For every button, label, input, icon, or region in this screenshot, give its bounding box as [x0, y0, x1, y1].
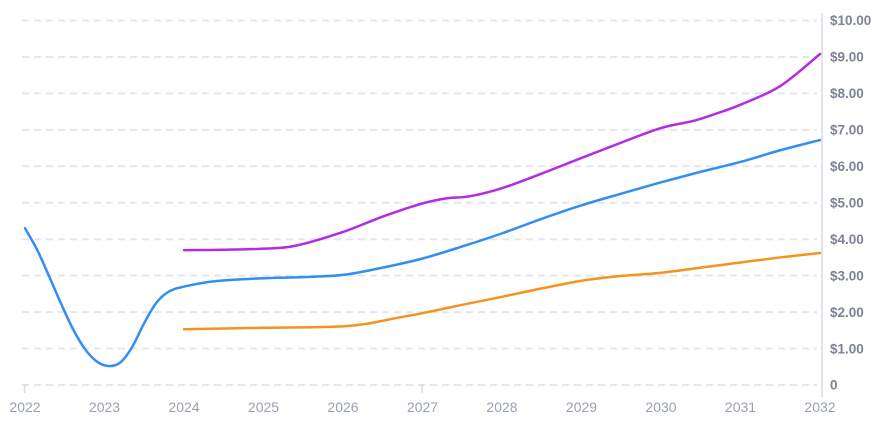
- y-axis-tick-label: $1.00: [830, 341, 864, 356]
- x-axis-tick-label: 2022: [9, 399, 40, 415]
- blue-series-line: [23, 138, 822, 368]
- y-axis-tick-label: $4.00: [830, 232, 864, 247]
- y-axis-tick-label: 0: [830, 378, 838, 393]
- y-axis-tick-label: $8.00: [830, 86, 864, 101]
- y-axis-tick-label: $6.00: [830, 159, 864, 174]
- x-axis-tick-label: 2026: [327, 399, 358, 415]
- y-axis-tick-label: $3.00: [830, 268, 864, 283]
- x-axis-tick-label: 2027: [407, 399, 438, 415]
- y-axis-tick-label: $2.00: [830, 305, 864, 320]
- y-axis-tick-label: $9.00: [830, 50, 864, 65]
- x-axis-tick-label: 2023: [89, 399, 120, 415]
- x-axis-tick-label: 2024: [168, 399, 199, 415]
- x-axis-tick-label: 2025: [248, 399, 279, 415]
- x-axis-tick-label: 2031: [725, 399, 756, 415]
- y-axis-tick-label: $10.00: [830, 13, 871, 28]
- orange-series-line: [182, 251, 822, 331]
- x-axis-tick-label: 2030: [645, 399, 676, 415]
- x-axis-tick-label: 2029: [566, 399, 597, 415]
- magenta-series-line: [182, 52, 822, 252]
- x-axis-tick-label: 2028: [486, 399, 517, 415]
- y-axis-tick-label: $5.00: [830, 195, 864, 210]
- y-axis-tick-label: $7.00: [830, 123, 864, 138]
- x-axis-tick-label: 2032: [804, 399, 835, 415]
